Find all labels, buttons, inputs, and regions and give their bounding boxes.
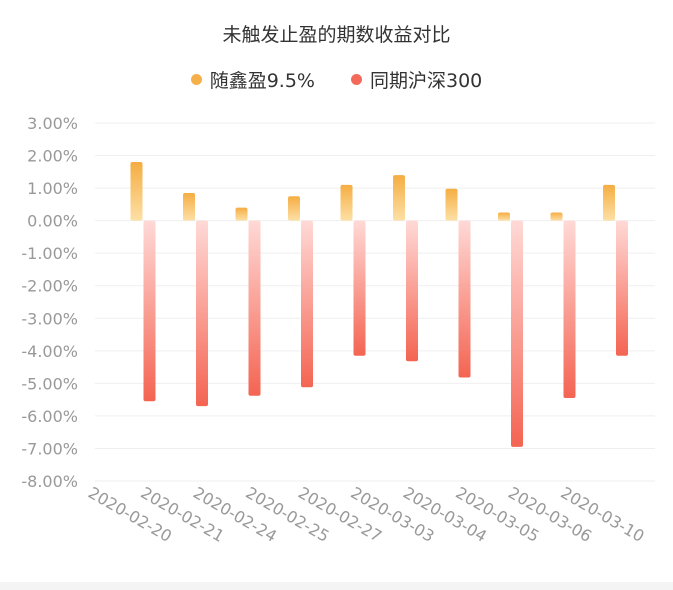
bar-series-1[interactable]	[393, 175, 405, 221]
bar-series-1[interactable]	[550, 212, 563, 221]
bar-series-2[interactable]	[616, 220, 628, 356]
y-tick-label: -3.00%	[21, 309, 78, 328]
bar-series-2[interactable]	[196, 220, 208, 407]
y-tick-label: 3.00%	[27, 114, 78, 133]
bar-series-1[interactable]	[183, 192, 195, 221]
bar-series-2[interactable]	[353, 220, 366, 356]
y-tick-label: -5.00%	[21, 374, 78, 393]
bar-series-1[interactable]	[445, 188, 458, 221]
legend-label-series-2: 同期沪深300	[370, 70, 483, 92]
y-tick-label: -8.00%	[21, 472, 78, 491]
legend-label-series-1: 随鑫盈9.5%	[209, 70, 315, 92]
bar-series-1[interactable]	[288, 196, 300, 221]
bar-series-2[interactable]	[301, 220, 313, 388]
y-tick-label: 2.00%	[27, 147, 78, 166]
y-tick-label: -4.00%	[21, 342, 78, 361]
y-tick-label: -1.00%	[21, 244, 78, 263]
footer-strip	[0, 582, 673, 590]
y-tick-label: -6.00%	[21, 407, 78, 426]
bar-series-2[interactable]	[248, 220, 261, 396]
bar-series-2[interactable]	[511, 220, 523, 447]
bar-series-1[interactable]	[603, 184, 615, 221]
y-tick-label: -7.00%	[21, 439, 78, 458]
bar-series-2[interactable]	[563, 220, 576, 399]
chart-title: 未触发止盈的期数收益对比	[222, 24, 451, 46]
legend-item-series-2[interactable]: 同期沪深300	[351, 66, 482, 93]
bar-series-2[interactable]	[143, 220, 156, 402]
bar-series-2[interactable]	[406, 220, 418, 362]
bar-series-2[interactable]	[458, 220, 471, 378]
bar-series-1[interactable]	[340, 184, 353, 221]
legend-dot-series-2	[351, 74, 362, 85]
legend: 随鑫盈9.5% 同期沪深300	[0, 66, 673, 93]
bar-series-1[interactable]	[498, 212, 510, 221]
y-tick-label: -2.00%	[21, 277, 78, 296]
bar-series-1[interactable]	[235, 207, 248, 221]
y-tick-label: 1.00%	[27, 179, 78, 198]
legend-item-series-1[interactable]: 随鑫盈9.5%	[190, 66, 315, 93]
bar-series-1[interactable]	[130, 162, 143, 221]
legend-dot-series-1	[190, 74, 202, 85]
y-tick-label: 0.00%	[27, 212, 78, 231]
